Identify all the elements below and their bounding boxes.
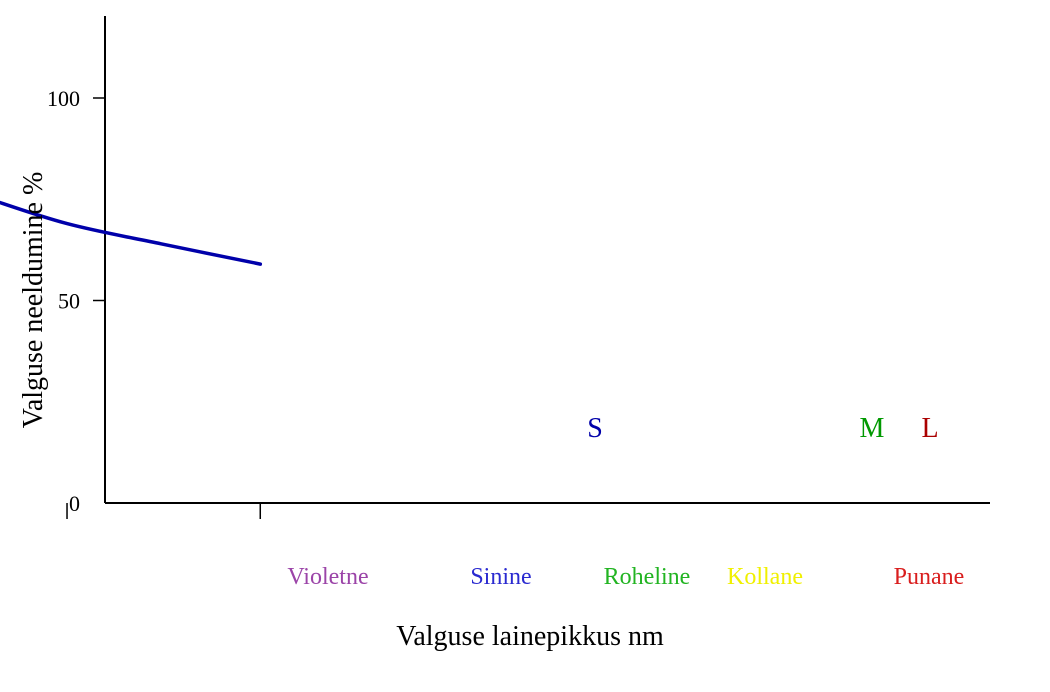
curve-s (0, 200, 263, 266)
y-tick-label: 100 (47, 86, 80, 111)
color-band-label: Violetne (287, 564, 368, 590)
color-band-label: Roheline (604, 564, 691, 590)
axes (104, 16, 990, 504)
y-axis-title: Valguse neeldumine % (18, 172, 49, 429)
y-tick-label: 50 (58, 289, 80, 314)
curve-label-l: L (921, 413, 938, 444)
color-band-label: Punane (894, 564, 965, 590)
curves (0, 200, 263, 266)
x-minor-ticks (66, 503, 262, 519)
y-tick-label: 0 (69, 491, 80, 516)
x-axis-title: Valguse lainepikkus nm (396, 621, 664, 652)
color-band-label: Sinine (470, 564, 531, 590)
color-band-labels: Violetne Sinine Roheline Kollane Punane (287, 564, 964, 590)
color-band-label: Kollane (727, 564, 803, 590)
curve-label-s: S (587, 413, 603, 444)
y-ticks: 0 50 100 (47, 86, 105, 516)
curve-label-m: M (860, 413, 885, 444)
